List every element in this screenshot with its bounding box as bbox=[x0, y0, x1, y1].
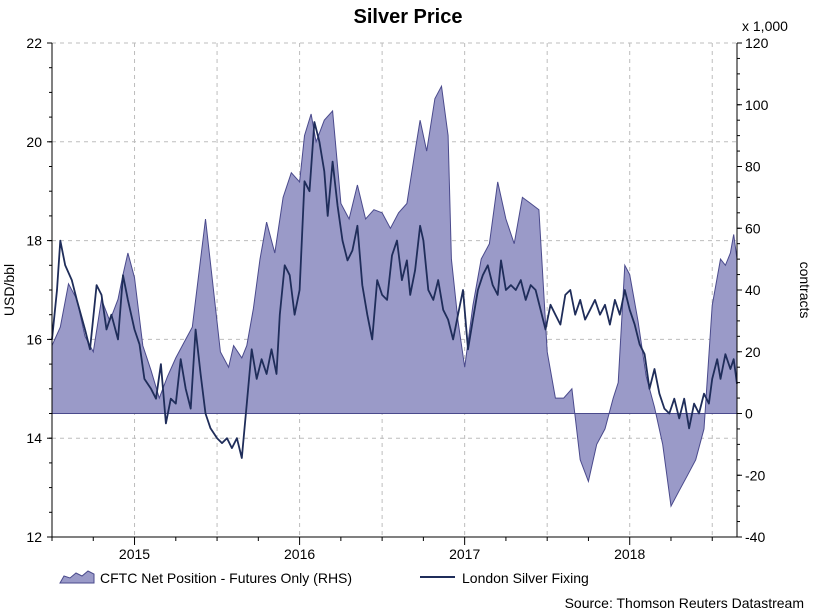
right-tick-label: 100 bbox=[745, 97, 769, 113]
right-axis-multiplier: x 1,000 bbox=[742, 18, 788, 34]
right-axis-label: contracts bbox=[797, 262, 813, 319]
silver-fixing-line-series bbox=[51, 121, 738, 459]
chart-title: Silver Price bbox=[354, 6, 463, 28]
legend: CFTC Net Position - Futures Only (RHS) L… bbox=[59, 570, 589, 586]
right-tick-label: 0 bbox=[745, 406, 753, 422]
right-tick-label: 80 bbox=[745, 159, 761, 175]
x-axis-ticks: 2015 2016 2017 2018 bbox=[51, 537, 713, 562]
left-tick-label: 16 bbox=[26, 331, 42, 347]
legend-area-swatch bbox=[59, 570, 95, 584]
right-tick-label: 120 bbox=[745, 35, 769, 51]
left-tick-label: 20 bbox=[26, 134, 42, 150]
right-tick-label: 60 bbox=[745, 220, 761, 236]
cftc-area-path bbox=[51, 84, 738, 508]
cftc-area-series bbox=[51, 84, 738, 508]
right-axis-ticks: 120 100 80 60 40 20 0 -20 -40 bbox=[737, 35, 769, 545]
legend-item-cftc: CFTC Net Position - Futures Only (RHS) bbox=[59, 570, 352, 586]
left-tick-label: 18 bbox=[26, 233, 42, 249]
x-tick-label: 2015 bbox=[119, 546, 150, 562]
x-tick-label: 2017 bbox=[449, 546, 480, 562]
left-axis-label: USD/bbl bbox=[1, 264, 17, 316]
x-tick-label: 2016 bbox=[284, 546, 315, 562]
legend-label-silver: London Silver Fixing bbox=[462, 570, 589, 586]
right-tick-label: 40 bbox=[745, 282, 761, 298]
left-tick-label: 12 bbox=[26, 529, 42, 545]
left-tick-label: 22 bbox=[26, 35, 42, 51]
silver-fixing-line-path bbox=[51, 121, 738, 459]
left-tick-label: 14 bbox=[26, 430, 42, 446]
source-note: Source: Thomson Reuters Datastream bbox=[565, 595, 804, 611]
legend-item-silver: London Silver Fixing bbox=[420, 570, 589, 586]
legend-label-cftc: CFTC Net Position - Futures Only (RHS) bbox=[100, 570, 352, 586]
left-axis-ticks: 22 20 18 16 14 12 bbox=[26, 35, 52, 545]
right-tick-label: -40 bbox=[745, 529, 765, 545]
right-tick-label: -20 bbox=[745, 467, 765, 483]
right-tick-label: 20 bbox=[745, 344, 761, 360]
x-tick-label: 2018 bbox=[614, 546, 645, 562]
